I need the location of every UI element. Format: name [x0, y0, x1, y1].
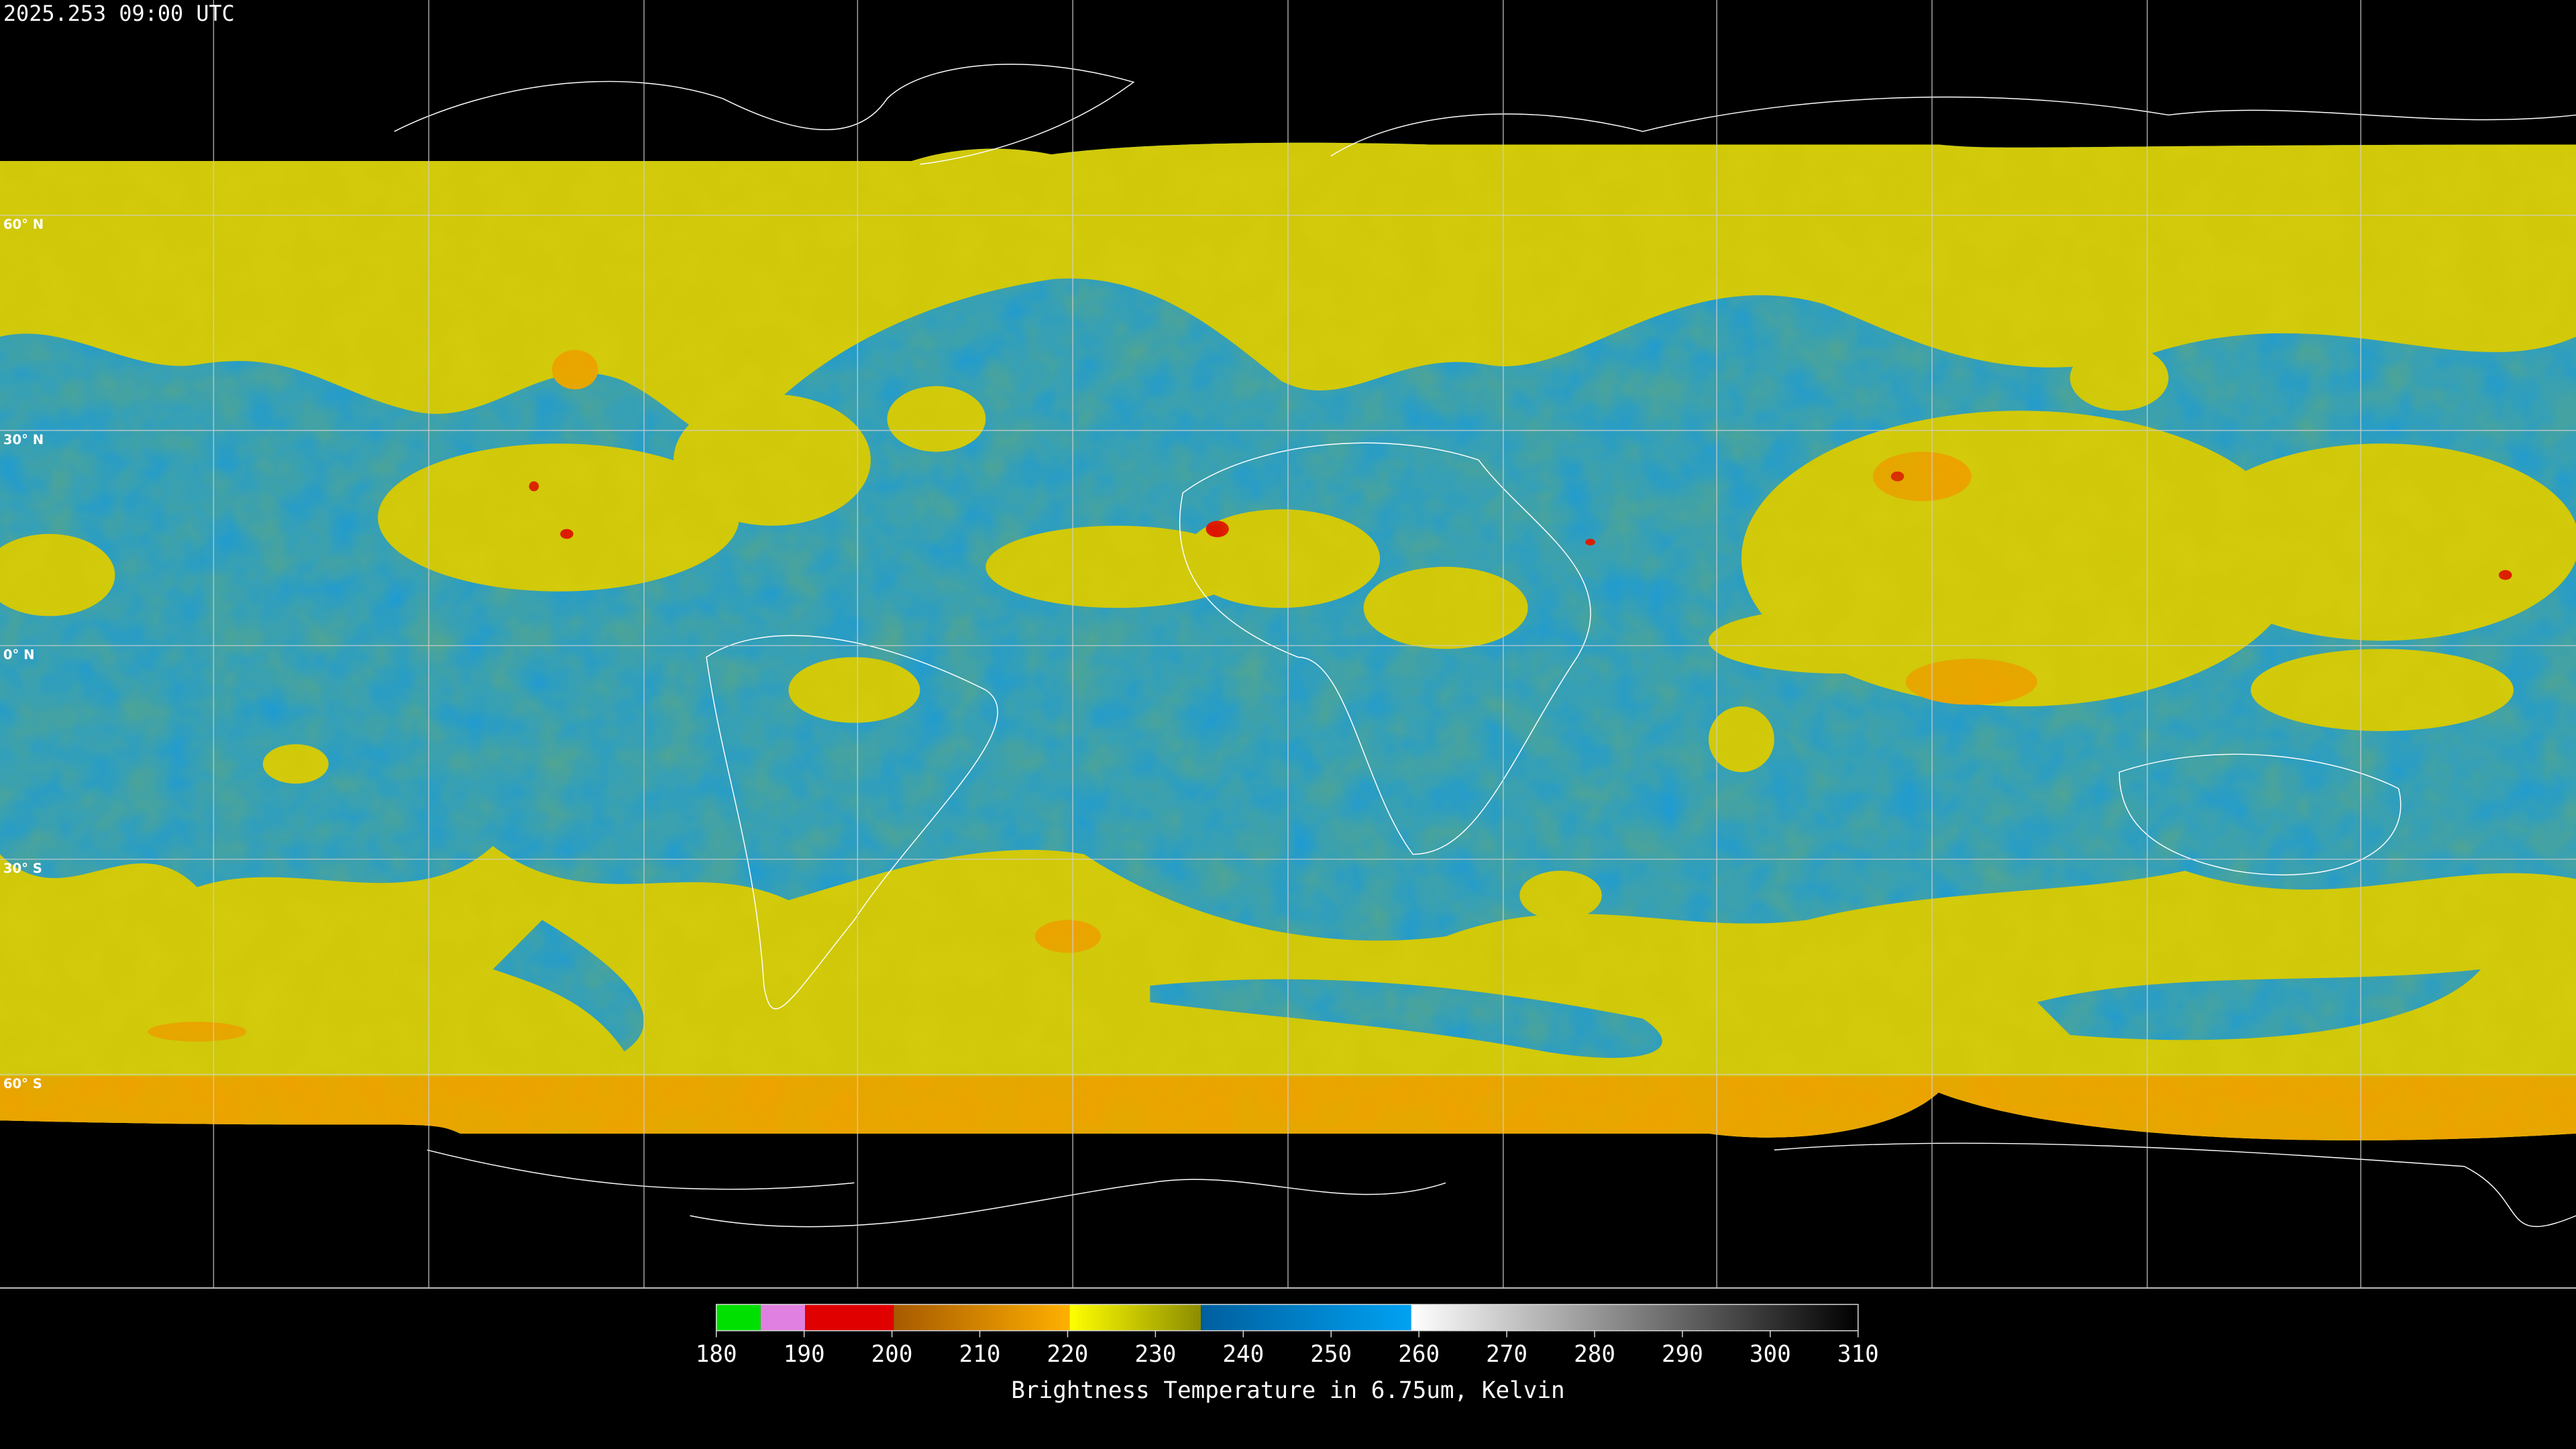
colorbar-segment: [805, 1304, 894, 1331]
colorbar-tick-label: 240: [1222, 1341, 1264, 1368]
colorbar-tick-label: 210: [959, 1341, 1001, 1368]
lat-label: 60° N: [3, 217, 44, 232]
coastlines: [394, 64, 2576, 1228]
colorbar: [716, 1303, 1859, 1332]
colorbar-segment: [1201, 1304, 1411, 1331]
colorbar-frame: [716, 1303, 1859, 1332]
graticule: [0, 0, 2576, 1289]
colorbar-tick-label: 260: [1398, 1341, 1440, 1368]
colorbar-tick-label: 300: [1750, 1341, 1791, 1368]
colorbar-tick-label: 180: [696, 1341, 737, 1368]
colorbar-tick-label: 220: [1047, 1341, 1089, 1368]
colorbar-tick-label: 290: [1662, 1341, 1703, 1368]
colorbar-tick-label: 190: [784, 1341, 825, 1368]
colorbar-tick-label: 310: [1837, 1341, 1879, 1368]
lat-label: 60° S: [3, 1076, 42, 1091]
timestamp: 2025.253 09:00 UTC: [3, 1, 235, 26]
colorbar-tick-label: 230: [1134, 1341, 1176, 1368]
lat-label: 30° N: [3, 432, 44, 447]
colorbar-segment: [894, 1304, 1070, 1331]
colorbar-segment: [760, 1304, 805, 1331]
colorbar-label: Brightness Temperature in 6.75um, Kelvin: [1011, 1377, 1564, 1404]
colorbar-tick-label: 270: [1486, 1341, 1527, 1368]
colorbar-tick-label: 200: [871, 1341, 913, 1368]
colorbar-segment: [1411, 1304, 1858, 1331]
lat-label: 30° S: [3, 861, 42, 876]
lat-label: 0° N: [3, 647, 35, 663]
colorbar-tick-label: 280: [1574, 1341, 1615, 1368]
colorbar-segment: [1069, 1304, 1201, 1331]
colorbar-tick-label: 250: [1310, 1341, 1352, 1368]
colorbar-segment: [716, 1304, 761, 1331]
